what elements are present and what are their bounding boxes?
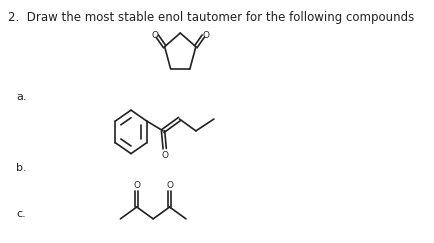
Text: O: O [161, 151, 168, 160]
Text: O: O [151, 31, 158, 40]
Text: a.: a. [16, 92, 26, 102]
Text: O: O [133, 181, 140, 190]
Text: O: O [202, 31, 209, 40]
Text: c.: c. [16, 209, 26, 219]
Text: 2.  Draw the most stable enol tautomer for the following compounds: 2. Draw the most stable enol tautomer fo… [8, 11, 413, 24]
Text: O: O [166, 181, 173, 190]
Text: b.: b. [16, 163, 27, 173]
